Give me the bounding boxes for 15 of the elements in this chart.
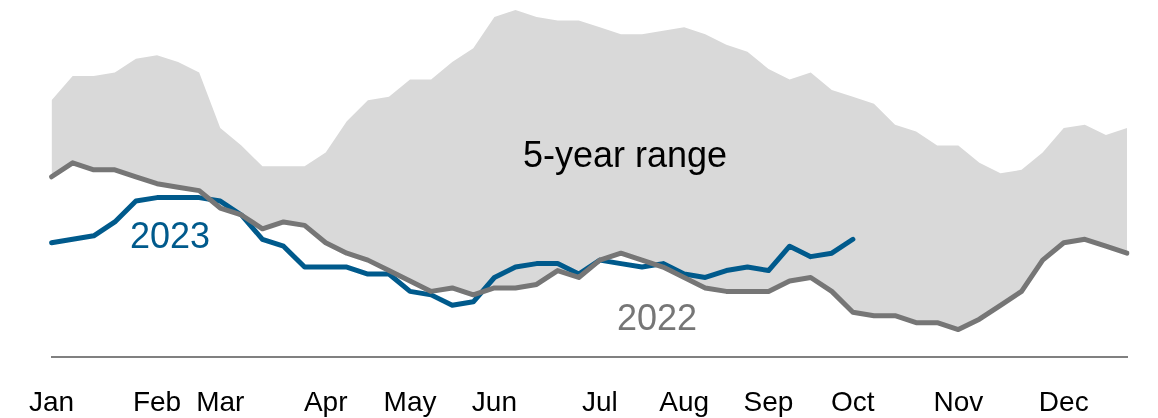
x-tick-label: Mar xyxy=(196,385,245,417)
x-tick-label: Sep xyxy=(743,385,794,417)
x-tick-label: Apr xyxy=(303,385,348,417)
series-label: 2023 xyxy=(129,214,211,256)
x-tick-label: Jul xyxy=(581,385,618,417)
x-tick-label: May xyxy=(383,385,437,417)
x-tick-label: Jan xyxy=(28,385,75,417)
x-tick-label: Oct xyxy=(831,385,875,417)
x-tick-label: Dec xyxy=(1038,385,1089,417)
x-tick-label: Aug xyxy=(659,385,710,417)
series-label: 2022 xyxy=(616,296,698,338)
x-tick-label: Feb xyxy=(132,385,182,417)
x-tick-label: Jun xyxy=(471,385,517,417)
x-tick-label: Nov xyxy=(933,385,984,417)
series-label: 5-year range xyxy=(522,133,728,175)
